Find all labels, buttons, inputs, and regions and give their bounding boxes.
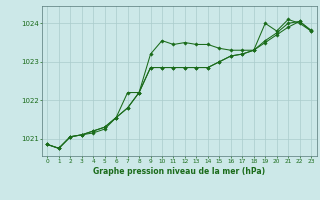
X-axis label: Graphe pression niveau de la mer (hPa): Graphe pression niveau de la mer (hPa) bbox=[93, 167, 265, 176]
